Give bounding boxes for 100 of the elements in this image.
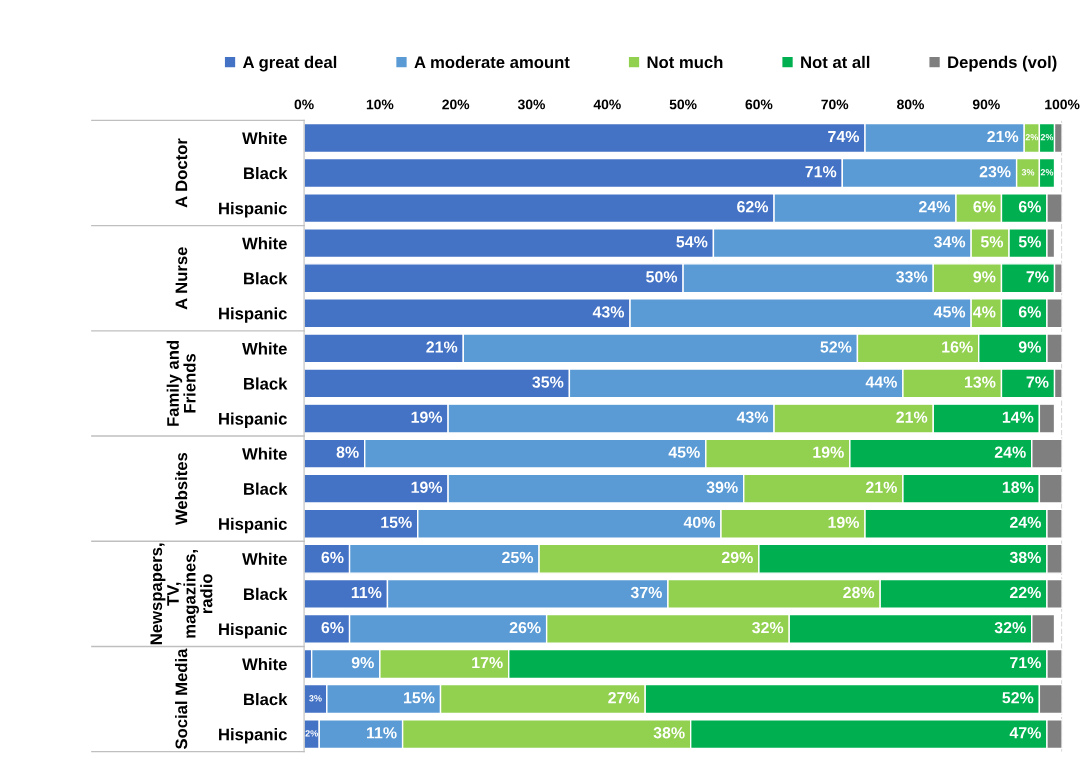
data-label: 2% [1025, 133, 1039, 141]
data-label: 7% [1026, 376, 1049, 388]
x-tick-label: 0% [294, 99, 314, 110]
y-tick-label: Hispanic [219, 517, 287, 534]
data-label: 21% [896, 411, 928, 423]
y-tick-label: White [242, 447, 287, 460]
data-label: 2% [1040, 169, 1054, 176]
data-label: 9% [1018, 341, 1041, 353]
y-tick-label: White [242, 552, 287, 565]
data-label: 2% [1040, 133, 1054, 141]
y-tick-label: Black [244, 693, 288, 706]
data-label: 19% [813, 446, 844, 458]
y-tick-label: White [242, 342, 287, 355]
legend-label: A great deal [242, 55, 337, 72]
data-label: 5% [1018, 236, 1041, 248]
data-label: 33% [896, 271, 928, 283]
data-label: 62% [737, 201, 769, 213]
data-label: 9% [351, 656, 374, 669]
data-label: 39% [706, 481, 738, 493]
x-tick-label: 10% [366, 99, 394, 110]
data-label: 2% [305, 730, 318, 737]
data-label: 24% [994, 446, 1026, 458]
x-tick-label: 100% [1045, 99, 1080, 110]
data-label: 8% [336, 446, 359, 458]
legend-label: Not much [647, 55, 723, 69]
data-label: 6% [1018, 201, 1041, 213]
y-tick-label: White [242, 657, 287, 671]
text: A Nurse [175, 247, 188, 310]
data-label: 28% [843, 586, 875, 599]
y-tick-label: Hispanic [219, 728, 287, 744]
data-label: 3% [309, 695, 322, 702]
x-tick-label: 60% [745, 99, 773, 110]
legend-label: Depends (vol) [948, 55, 1057, 72]
data-label: 24% [1009, 516, 1041, 528]
data-label: 32% [994, 621, 1026, 634]
data-label: 74% [828, 130, 860, 143]
data-label: 17% [472, 657, 503, 669]
data-label: 29% [721, 551, 753, 564]
x-tick-label: 90% [972, 99, 1000, 110]
y-tick-label: White [242, 131, 287, 145]
data-label: 21% [987, 130, 1019, 143]
data-label: 21% [426, 341, 458, 353]
x-tick-label: 80% [897, 99, 925, 110]
data-label: 34% [933, 236, 966, 248]
data-label: 43% [736, 411, 769, 423]
data-label: 32% [752, 621, 784, 634]
data-label: 25% [502, 551, 534, 564]
data-label: 24% [919, 201, 951, 213]
data-label: 27% [608, 692, 640, 704]
x-tick-label: 50% [669, 99, 697, 110]
data-label: 43% [592, 306, 625, 318]
y-tick-label: White [242, 237, 287, 250]
x-tick-label: 70% [821, 99, 849, 110]
data-label: 6% [1018, 306, 1041, 318]
data-label: 13% [964, 376, 996, 388]
data-label: 11% [351, 586, 382, 599]
data-label: 11% [366, 727, 397, 739]
data-label: 6% [973, 201, 996, 213]
data-label: 45% [668, 446, 700, 458]
y-tick-label: Black [244, 166, 288, 180]
data-label: 71% [1010, 657, 1041, 669]
data-label: 22% [1009, 586, 1041, 599]
text: A Doctor [175, 138, 188, 208]
data-label: 35% [532, 376, 564, 388]
legend-label: A moderate amount [414, 55, 570, 69]
data-label: 54% [676, 236, 708, 248]
data-label: 14% [1002, 411, 1034, 423]
text: Websites [175, 452, 188, 526]
data-label: 44% [865, 376, 897, 388]
y-tick-label: Black [244, 482, 288, 495]
data-label: 21% [865, 481, 897, 493]
data-label: 15% [404, 692, 435, 704]
data-label: 18% [1002, 481, 1034, 493]
data-label: 15% [381, 516, 412, 528]
data-label: 52% [820, 341, 852, 353]
data-label: 4% [973, 306, 996, 318]
y-tick-label: Hispanic [219, 202, 287, 218]
data-label: 7% [1026, 271, 1049, 283]
data-label: 19% [411, 481, 443, 493]
y-tick-label: Black [244, 272, 288, 285]
data-label: 5% [980, 236, 1004, 248]
data-label: 23% [979, 166, 1011, 178]
legend-label: Not at all [801, 55, 870, 69]
y-tick-label: Hispanic [219, 622, 287, 639]
data-label: 26% [509, 621, 541, 634]
data-label: 6% [321, 551, 344, 564]
y-tick-label: Black [244, 377, 288, 390]
data-label: 50% [646, 271, 678, 283]
data-label: 40% [683, 516, 716, 528]
data-label: 37% [630, 586, 662, 599]
x-tick-label: 20% [442, 99, 470, 110]
data-label: 9% [973, 271, 996, 283]
data-label: 71% [805, 166, 837, 178]
data-label: 16% [942, 341, 973, 353]
data-label: 19% [828, 516, 860, 528]
x-tick-label: 40% [593, 99, 621, 110]
text: Family and Friends [166, 341, 196, 426]
y-tick-label: Black [244, 587, 288, 601]
data-label: 45% [933, 306, 966, 318]
data-label: 6% [321, 621, 344, 634]
